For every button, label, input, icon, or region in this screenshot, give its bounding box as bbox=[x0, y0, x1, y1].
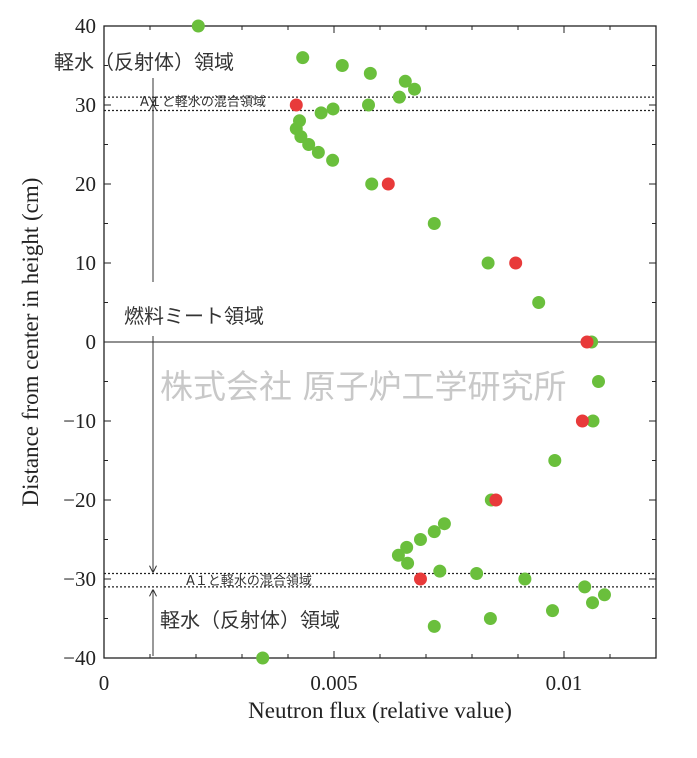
data-point-red bbox=[489, 493, 503, 507]
y-tick-label: 20 bbox=[75, 172, 96, 196]
data-point-green bbox=[400, 540, 414, 554]
data-point-green bbox=[314, 106, 328, 120]
label-fuel-region: 燃料ミート領域 bbox=[124, 304, 264, 328]
data-point-green bbox=[483, 612, 497, 625]
y-tick-label: 40 bbox=[75, 14, 96, 38]
data-point-green bbox=[518, 572, 532, 586]
x-tick-label: 0.01 bbox=[546, 671, 583, 695]
data-point-green bbox=[548, 454, 562, 467]
data-point-green bbox=[362, 98, 375, 112]
y-axis-ticks: 40 30 20 10 0 −10 −20 −30 −40 bbox=[63, 14, 656, 670]
data-point-green bbox=[578, 580, 592, 594]
label-mix-bottom: A１と軽水の混合領域 bbox=[186, 573, 312, 589]
data-point-green bbox=[586, 414, 600, 428]
data-point-red bbox=[575, 414, 589, 428]
data-point-red bbox=[289, 98, 303, 112]
data-point-green bbox=[363, 66, 377, 80]
data-point-green bbox=[391, 548, 405, 562]
data-point-red bbox=[381, 177, 395, 191]
y-tick-label: 0 bbox=[86, 330, 97, 354]
data-points bbox=[191, 19, 611, 665]
data-point-green bbox=[413, 533, 427, 546]
data-point-green bbox=[437, 517, 451, 531]
data-point-red bbox=[413, 572, 427, 586]
x-tick-label: 0.005 bbox=[310, 671, 357, 695]
watermark: 株式会社 原子炉工学研究所 bbox=[160, 367, 567, 406]
data-point-green bbox=[365, 177, 379, 191]
label-light-water-top: 軽水（反射体）領域 bbox=[54, 50, 234, 74]
data-point-green bbox=[427, 525, 441, 539]
data-point-green bbox=[326, 102, 340, 116]
data-point-green bbox=[427, 619, 441, 633]
y-tick-label: −20 bbox=[63, 488, 96, 512]
data-point-green bbox=[470, 566, 484, 580]
y-tick-label: 30 bbox=[75, 93, 96, 117]
data-point-green bbox=[481, 256, 495, 270]
data-point-green bbox=[392, 90, 406, 104]
data-point-green bbox=[532, 296, 546, 309]
y-tick-label: −30 bbox=[63, 567, 96, 591]
data-point-green bbox=[326, 153, 340, 167]
data-point-green bbox=[586, 596, 600, 610]
data-point-green bbox=[592, 375, 605, 388]
x-axis-ticks: 0 0.005 0.01 bbox=[99, 26, 611, 695]
x-axis-title: Neutron flux (relative value) bbox=[248, 698, 512, 723]
y-tick-label: −10 bbox=[63, 409, 96, 433]
y-tick-label: 10 bbox=[75, 251, 96, 275]
data-point-green bbox=[311, 145, 325, 159]
data-point-green bbox=[597, 588, 611, 602]
y-tick-label: −40 bbox=[63, 646, 96, 670]
data-point-green bbox=[398, 74, 412, 88]
data-point-green bbox=[408, 82, 421, 96]
data-point-red bbox=[580, 335, 594, 349]
data-point-green bbox=[294, 130, 308, 144]
data-point-green bbox=[427, 217, 441, 230]
x-tick-label: 0 bbox=[99, 671, 110, 695]
label-mix-top: A１と軽水の混合領域 bbox=[140, 94, 266, 110]
data-point-green bbox=[401, 556, 415, 570]
data-point-green bbox=[256, 651, 270, 665]
data-point-green bbox=[335, 59, 349, 72]
data-point-green bbox=[302, 138, 316, 151]
data-point-green bbox=[433, 564, 447, 578]
data-point-green bbox=[191, 19, 205, 33]
region-boundary-lines bbox=[104, 96, 656, 588]
data-point-green bbox=[296, 51, 310, 65]
data-point-red bbox=[509, 256, 523, 270]
y-axis-title: Distance from center in height (cm) bbox=[18, 178, 43, 507]
label-light-water-bottom: 軽水（反射体）領域 bbox=[160, 608, 340, 632]
data-point-green bbox=[546, 604, 559, 618]
